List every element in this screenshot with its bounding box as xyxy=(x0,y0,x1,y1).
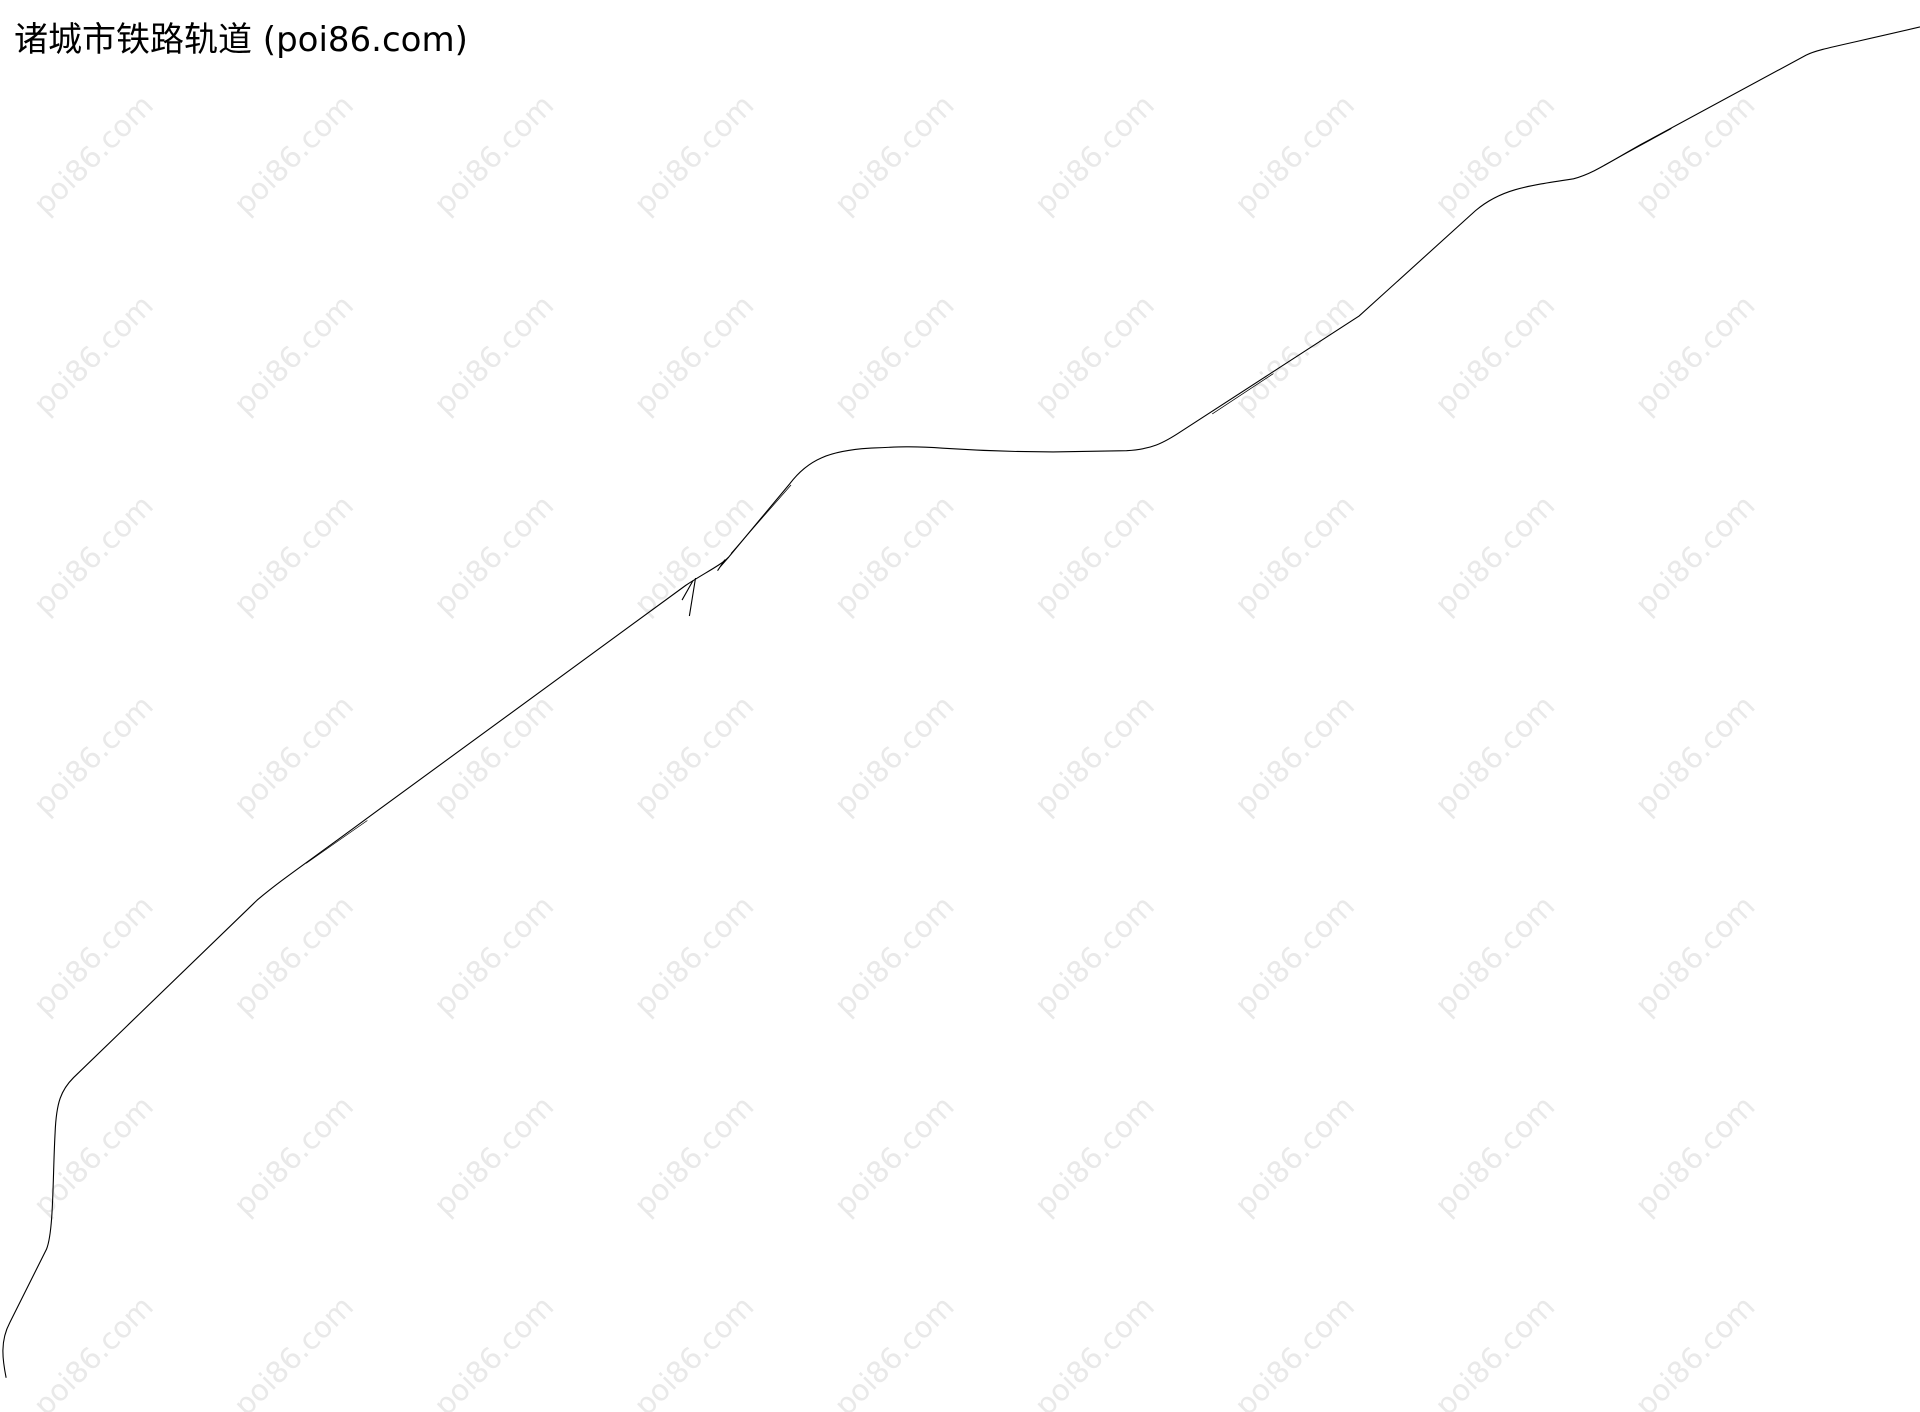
watermark-text: poi86.com xyxy=(627,488,760,621)
watermark-text: poi86.com xyxy=(427,488,560,621)
watermark-text: poi86.com xyxy=(1028,889,1161,1022)
watermark-text: poi86.com xyxy=(828,689,961,822)
watermark-text: poi86.com xyxy=(1228,88,1361,221)
watermark-layer: poi86.com poi86.com poi86.com poi86.com poi8… xyxy=(27,88,1762,1412)
watermark-text: poi86.com xyxy=(1628,88,1761,221)
watermark-text: poi86.com xyxy=(1028,1089,1161,1222)
watermark-text: poi86.com xyxy=(627,88,760,221)
watermark-text: poi86.com xyxy=(27,88,160,221)
watermark-text: poi86.com xyxy=(427,889,560,1022)
watermark-text: poi86.com xyxy=(427,1289,560,1412)
watermark-text: poi86.com xyxy=(227,488,360,621)
watermark-text: poi86.com xyxy=(828,288,961,421)
watermark-text: poi86.com xyxy=(627,689,760,822)
watermark-text: poi86.com xyxy=(27,288,160,421)
watermark-text: poi86.com xyxy=(1428,288,1561,421)
watermark-text: poi86.com xyxy=(1028,288,1161,421)
watermark-text: poi86.com xyxy=(1228,889,1361,1022)
watermark-text: poi86.com xyxy=(1228,288,1361,421)
watermark-text: poi86.com xyxy=(1628,889,1761,1022)
watermark-text: poi86.com xyxy=(1628,288,1761,421)
railway-track-double xyxy=(305,128,1672,864)
watermark-text: poi86.com xyxy=(1428,488,1561,621)
watermark-text: poi86.com xyxy=(27,1089,160,1222)
watermark-text: poi86.com xyxy=(1428,88,1561,221)
watermark-text: poi86.com xyxy=(1028,88,1161,221)
watermark-text: poi86.com xyxy=(27,689,160,822)
watermark-text: poi86.com xyxy=(828,1089,961,1222)
watermark-text: poi86.com xyxy=(828,889,961,1022)
watermark-text: poi86.com xyxy=(627,889,760,1022)
watermark-text: poi86.com xyxy=(227,288,360,421)
watermark-text: poi86.com xyxy=(427,1089,560,1222)
watermark-text: poi86.com xyxy=(1428,1289,1561,1412)
watermark-text: poi86.com xyxy=(1028,689,1161,822)
watermark-text: poi86.com xyxy=(1428,689,1561,822)
watermark-text: poi86.com xyxy=(1628,1289,1761,1412)
watermark-text: poi86.com xyxy=(1228,1089,1361,1222)
watermark-text: poi86.com xyxy=(627,288,760,421)
watermark-text: poi86.com xyxy=(427,689,560,822)
watermark-text: poi86.com xyxy=(627,1289,760,1412)
watermark-text: poi86.com xyxy=(427,88,560,221)
watermark-text: poi86.com xyxy=(27,488,160,621)
watermark-text: poi86.com xyxy=(1628,1089,1761,1222)
watermark-text: poi86.com xyxy=(1628,488,1761,621)
watermark-text: poi86.com xyxy=(227,1089,360,1222)
watermark-text: poi86.com xyxy=(1628,689,1761,822)
watermark-text: poi86.com xyxy=(227,88,360,221)
watermark-text: poi86.com xyxy=(828,488,961,621)
watermark-text: poi86.com xyxy=(1428,1089,1561,1222)
watermark-text: poi86.com xyxy=(227,889,360,1022)
watermark-text: poi86.com xyxy=(227,689,360,822)
watermark-text: poi86.com xyxy=(227,1289,360,1412)
watermark-text: poi86.com xyxy=(1228,488,1361,621)
watermark-text: poi86.com xyxy=(27,1289,160,1412)
watermark-text: poi86.com xyxy=(427,288,560,421)
railway-track-main xyxy=(2,26,1920,1378)
watermark-text: poi86.com xyxy=(27,889,160,1022)
watermark-text: poi86.com xyxy=(627,1089,760,1222)
railway-track-branch xyxy=(681,556,729,617)
watermark-text: poi86.com xyxy=(1028,488,1161,621)
map-title: 诸城市铁路轨道 (poi86.com) xyxy=(14,20,468,60)
watermark-text: poi86.com xyxy=(1428,889,1561,1022)
watermark-text: poi86.com xyxy=(828,1289,961,1412)
watermark-text: poi86.com xyxy=(1228,689,1361,822)
watermark-text: poi86.com xyxy=(828,88,961,221)
watermark-text: poi86.com xyxy=(1228,1289,1361,1412)
watermark-text: poi86.com xyxy=(1028,1289,1161,1412)
